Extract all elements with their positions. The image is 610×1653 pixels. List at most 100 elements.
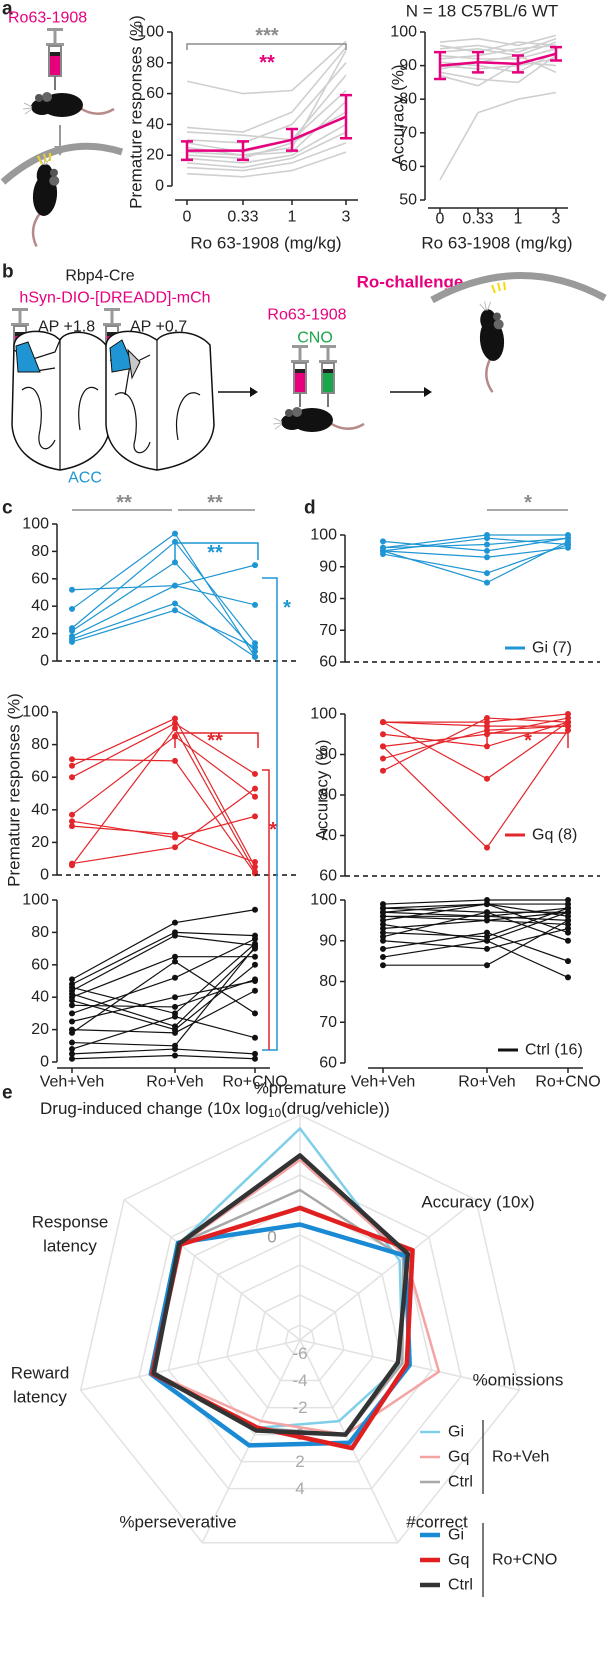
brain-outline: [109, 340, 201, 470]
y-tick-label: 90: [319, 746, 337, 763]
data-point: [69, 1039, 75, 1046]
y-tick-label: 60: [319, 654, 337, 671]
y-tick-label: 40: [31, 989, 49, 1006]
data-point: [565, 538, 571, 545]
series-line: [71, 722, 256, 778]
data-point: [484, 844, 490, 851]
data-point: [252, 858, 258, 865]
data-point: [69, 818, 75, 825]
brain-outline: [13, 339, 99, 470]
data-point: [565, 719, 571, 726]
data-point: [69, 1055, 75, 1062]
series-line: [71, 564, 256, 591]
spoke: [201, 1339, 301, 1544]
y-tick-label: 80: [319, 973, 337, 990]
legend-label: Gi: [448, 1527, 464, 1544]
y-tick-label: 80: [319, 590, 337, 607]
data-point: [252, 640, 258, 647]
axis-label: #correct: [406, 1513, 468, 1532]
data-point: [484, 535, 490, 542]
data-point: [565, 917, 571, 924]
legend-label: Ctrl (16): [525, 1042, 583, 1059]
data-point: [484, 929, 490, 936]
axis-label: %omissions: [473, 1371, 564, 1390]
series-line: [186, 46, 347, 133]
axis-label: latency: [43, 1237, 97, 1256]
r-tick-label: 4: [295, 1479, 304, 1498]
legend-label: Gq: [448, 1449, 469, 1466]
error-bar: [472, 50, 484, 74]
y-tick-label: 100: [22, 704, 49, 721]
data-point: [69, 756, 75, 763]
series-line: [71, 935, 256, 992]
series-line: [382, 931, 569, 962]
significance-label: *: [524, 492, 532, 514]
significance-label: ***: [255, 25, 279, 47]
y-axis-label: Premature responses (%): [5, 693, 24, 887]
axis-label: Accuracy (10x): [421, 1193, 534, 1212]
data-point: [565, 905, 571, 912]
data-point: [252, 943, 258, 950]
data-point: [565, 958, 571, 965]
x-axis-label: Ro 63-1908 (mg/kg): [421, 234, 572, 253]
legend-label: Gq (8): [532, 827, 577, 844]
arrowhead: [250, 387, 258, 397]
data-point: [380, 954, 386, 961]
series-line: [186, 131, 347, 169]
data-point: [252, 1055, 258, 1062]
data-point: [172, 1052, 178, 1059]
data-point: [172, 720, 178, 727]
y-axis-label: Accuracy (%): [313, 739, 332, 840]
axis-label: %perseverative: [119, 1513, 236, 1532]
y-tick-label: 70: [319, 1014, 337, 1031]
y-tick-label: 60: [31, 956, 49, 973]
data-point: [69, 823, 75, 830]
data-point: [484, 541, 490, 548]
drug-label: Ro63-1908: [267, 307, 346, 324]
y-tick-label: 90: [399, 57, 417, 74]
series-line: [439, 54, 557, 74]
y-tick-label: 70: [319, 622, 337, 639]
data-point: [484, 937, 490, 944]
cno-label: CNO: [297, 330, 333, 347]
series-line: [186, 151, 347, 178]
arrowhead: [424, 387, 432, 397]
data-point: [172, 600, 178, 607]
drug-label: Ro63-1908: [8, 10, 87, 27]
data-point: [69, 605, 75, 612]
x-tick-label: Ro+Veh: [146, 1074, 203, 1091]
grid-ring: [79, 1114, 521, 1544]
data-point: [565, 974, 571, 981]
x-tick-label: 3: [552, 211, 561, 228]
data-point: [380, 767, 386, 774]
x-tick-label: 0: [183, 209, 192, 226]
x-tick-label: Veh+Veh: [351, 1074, 416, 1091]
title-part: (drug/vehicle)): [281, 1099, 390, 1118]
data-point: [380, 719, 386, 726]
x-tick-label: 0.33: [227, 209, 258, 226]
series-line: [186, 62, 347, 144]
legend-group-label: Ro+CNO: [492, 1552, 557, 1569]
y-tick-label: 0: [155, 178, 164, 195]
series-line: [439, 34, 557, 47]
syringe: [290, 344, 310, 408]
series-line: [439, 44, 557, 60]
y-tick-label: 40: [31, 598, 49, 615]
error-bar: [286, 127, 298, 152]
series-line: [186, 40, 347, 95]
series-line: [71, 727, 256, 873]
data-point: [172, 1046, 178, 1053]
y-axis-label: Premature responses (%): [127, 15, 146, 209]
mouse: [271, 405, 366, 434]
x-tick-label: Ro+Veh: [458, 1074, 515, 1091]
r-tick-label: 0: [267, 1228, 276, 1247]
y-tick-label: 100: [390, 24, 417, 41]
error-bar: [550, 45, 562, 62]
data-point: [252, 648, 258, 655]
data-point: [69, 1010, 75, 1017]
y-tick-label: 20: [31, 625, 49, 642]
syringe: [318, 344, 338, 408]
data-point: [380, 547, 386, 554]
spoke: [299, 1199, 477, 1341]
spoke: [123, 1199, 301, 1341]
